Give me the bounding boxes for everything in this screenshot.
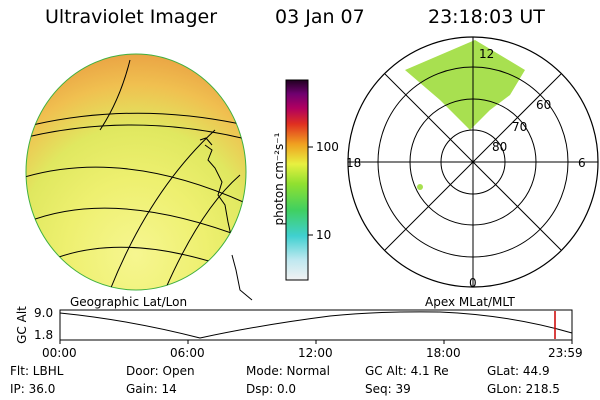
geo-panel-caption: Geographic Lat/Lon: [70, 295, 188, 309]
lat-70-label: 70: [512, 120, 528, 134]
altitude-plot: [59, 309, 573, 344]
status-flt: Flt: LBHL: [10, 364, 64, 378]
status-mode: Mode: Normal: [246, 364, 330, 378]
mlt-18-label: 18: [346, 156, 362, 170]
status-gc-alt: GC Alt: 4.1 Re: [365, 364, 449, 378]
xtick-2359: 23:59: [548, 346, 583, 360]
mlt-12-label: 12: [479, 47, 495, 61]
status-gain: Gain: 14: [126, 382, 177, 396]
instrument-title: Ultraviolet Imager: [45, 6, 218, 28]
lat-80-label: 80: [492, 140, 508, 154]
status-door: Door: Open: [126, 364, 195, 378]
colorbar: [285, 79, 309, 281]
colorbar-unit-label: photon cm⁻²s⁻¹: [272, 132, 286, 226]
polar-plot: [347, 36, 599, 288]
xtick-1200: 12:00: [298, 346, 333, 360]
lat-60-label: 60: [536, 98, 552, 112]
time-label: 23:18:03 UT: [428, 6, 545, 28]
geographic-globe: [25, 53, 253, 301]
mlt-0-label: 0: [469, 276, 477, 290]
status-dsp: Dsp: 0.0: [246, 382, 297, 396]
colorbar-tick-10: 10: [316, 228, 332, 242]
altitude-ytick-bottom: 1.8: [34, 328, 54, 342]
xtick-0600: 06:00: [170, 346, 205, 360]
status-glat: GLat: 44.9: [487, 364, 550, 378]
colorbar-tick-100: 100: [316, 140, 339, 154]
status-seq: Seq: 39: [365, 382, 411, 396]
mlt-6-label: 6: [578, 156, 586, 170]
xtick-0000: 00:00: [42, 346, 77, 360]
polar-panel-caption: Apex MLat/MLT: [425, 295, 515, 309]
status-ip: IP: 36.0: [10, 382, 56, 396]
status-glon: GLon: 218.5: [487, 382, 560, 396]
altitude-ylabel: GC Alt: [15, 306, 29, 344]
xtick-1800: 18:00: [426, 346, 461, 360]
date-label: 03 Jan 07: [275, 6, 365, 28]
altitude-ytick-top: 9.0: [34, 306, 54, 320]
